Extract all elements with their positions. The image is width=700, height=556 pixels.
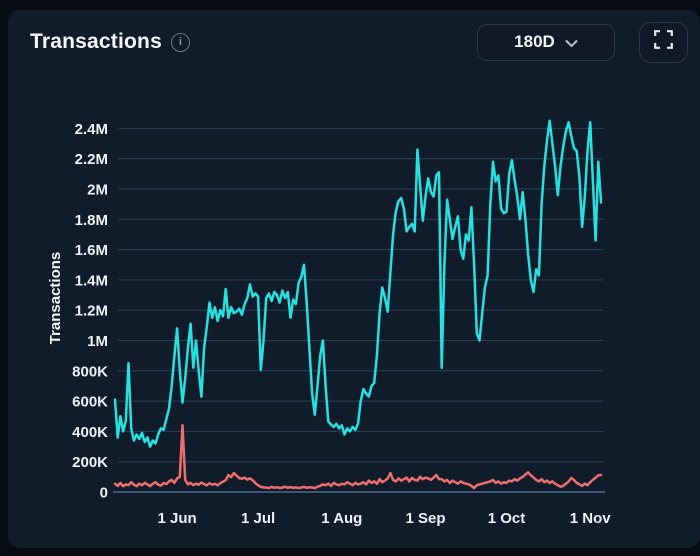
y-tick-label: 2M (87, 182, 108, 199)
x-tick-label: 1 Oct (488, 510, 526, 527)
x-tick-label: 1 Nov (570, 510, 612, 527)
page-title: Transactions (30, 30, 162, 53)
chevron-down-icon (565, 39, 578, 48)
chart-card (8, 10, 700, 548)
y-axis-title: Transactions (47, 251, 64, 345)
info-icon[interactable]: i (170, 32, 190, 52)
y-tick-label: 0 (100, 485, 108, 502)
y-tick-label: 200K (72, 454, 108, 471)
y-tick-label: 2.4M (75, 121, 108, 138)
fullscreen-button[interactable] (639, 21, 688, 63)
x-tick-label: 1 Jun (158, 510, 197, 527)
x-tick-label: 1 Sep (405, 510, 445, 527)
x-tick-label: 1 Jul (241, 510, 275, 527)
y-tick-label: 1.8M (75, 212, 108, 229)
y-tick-label: 1.2M (75, 303, 108, 320)
x-tick-label: 1 Aug (321, 510, 362, 527)
range-selector-label: 180D (514, 32, 555, 51)
y-tick-label: 1M (87, 333, 108, 350)
chart-header: Transactions i 180D (30, 21, 688, 63)
fullscreen-icon (654, 30, 673, 54)
y-tick-label: 1.6M (75, 242, 108, 259)
secondary-series-line (113, 424, 603, 490)
y-tick-label: 400K (72, 424, 108, 441)
primary-series-line (113, 119, 603, 448)
y-tick-label: 2.2M (75, 151, 108, 168)
y-tick-label: 1.4M (75, 272, 108, 289)
range-selector-button[interactable]: 180D (477, 23, 615, 61)
y-tick-label: 600K (72, 394, 108, 411)
y-tick-label: 800K (72, 363, 108, 380)
